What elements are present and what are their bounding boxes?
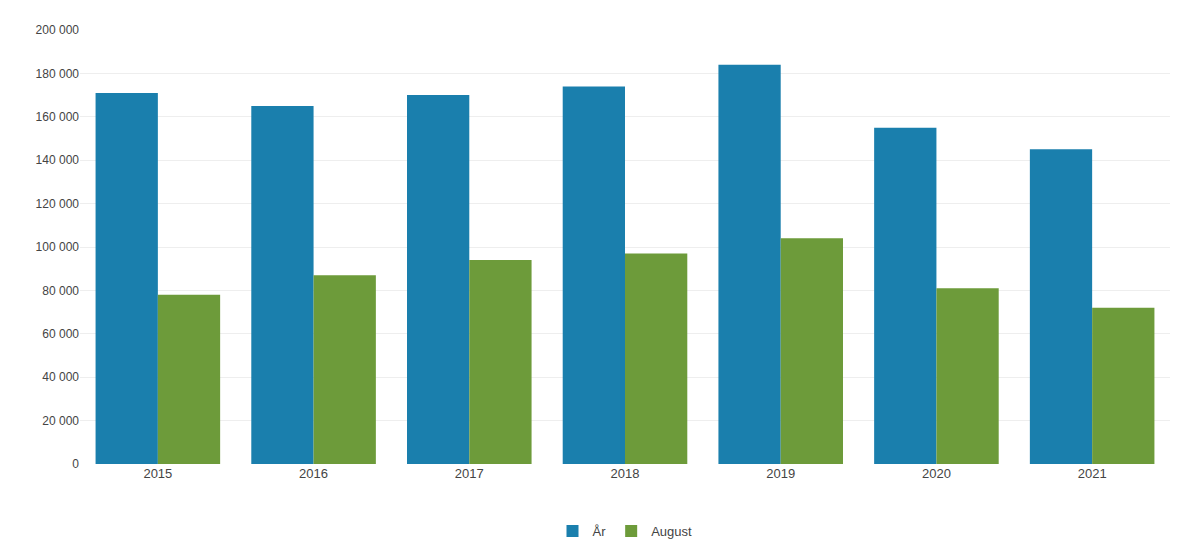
svg-text:60 000: 60 000	[42, 327, 79, 341]
svg-text:200 000: 200 000	[36, 23, 80, 37]
svg-text:August: August	[651, 524, 692, 539]
svg-text:140 000: 140 000	[36, 153, 80, 167]
svg-text:80 000: 80 000	[42, 284, 79, 298]
svg-text:2015: 2015	[143, 466, 172, 481]
svg-text:2019: 2019	[766, 466, 795, 481]
svg-text:180 000: 180 000	[36, 67, 80, 81]
svg-text:2016: 2016	[299, 466, 328, 481]
svg-text:40 000: 40 000	[42, 370, 79, 384]
svg-text:2020: 2020	[922, 466, 951, 481]
svg-text:2018: 2018	[611, 466, 640, 481]
svg-text:120 000: 120 000	[36, 197, 80, 211]
svg-text:160 000: 160 000	[36, 110, 80, 124]
svg-text:År: År	[593, 524, 607, 539]
svg-text:100 000: 100 000	[36, 240, 80, 254]
svg-text:0: 0	[72, 457, 79, 471]
svg-text:20 000: 20 000	[42, 414, 79, 428]
svg-text:2021: 2021	[1078, 466, 1107, 481]
svg-text:2017: 2017	[455, 466, 484, 481]
